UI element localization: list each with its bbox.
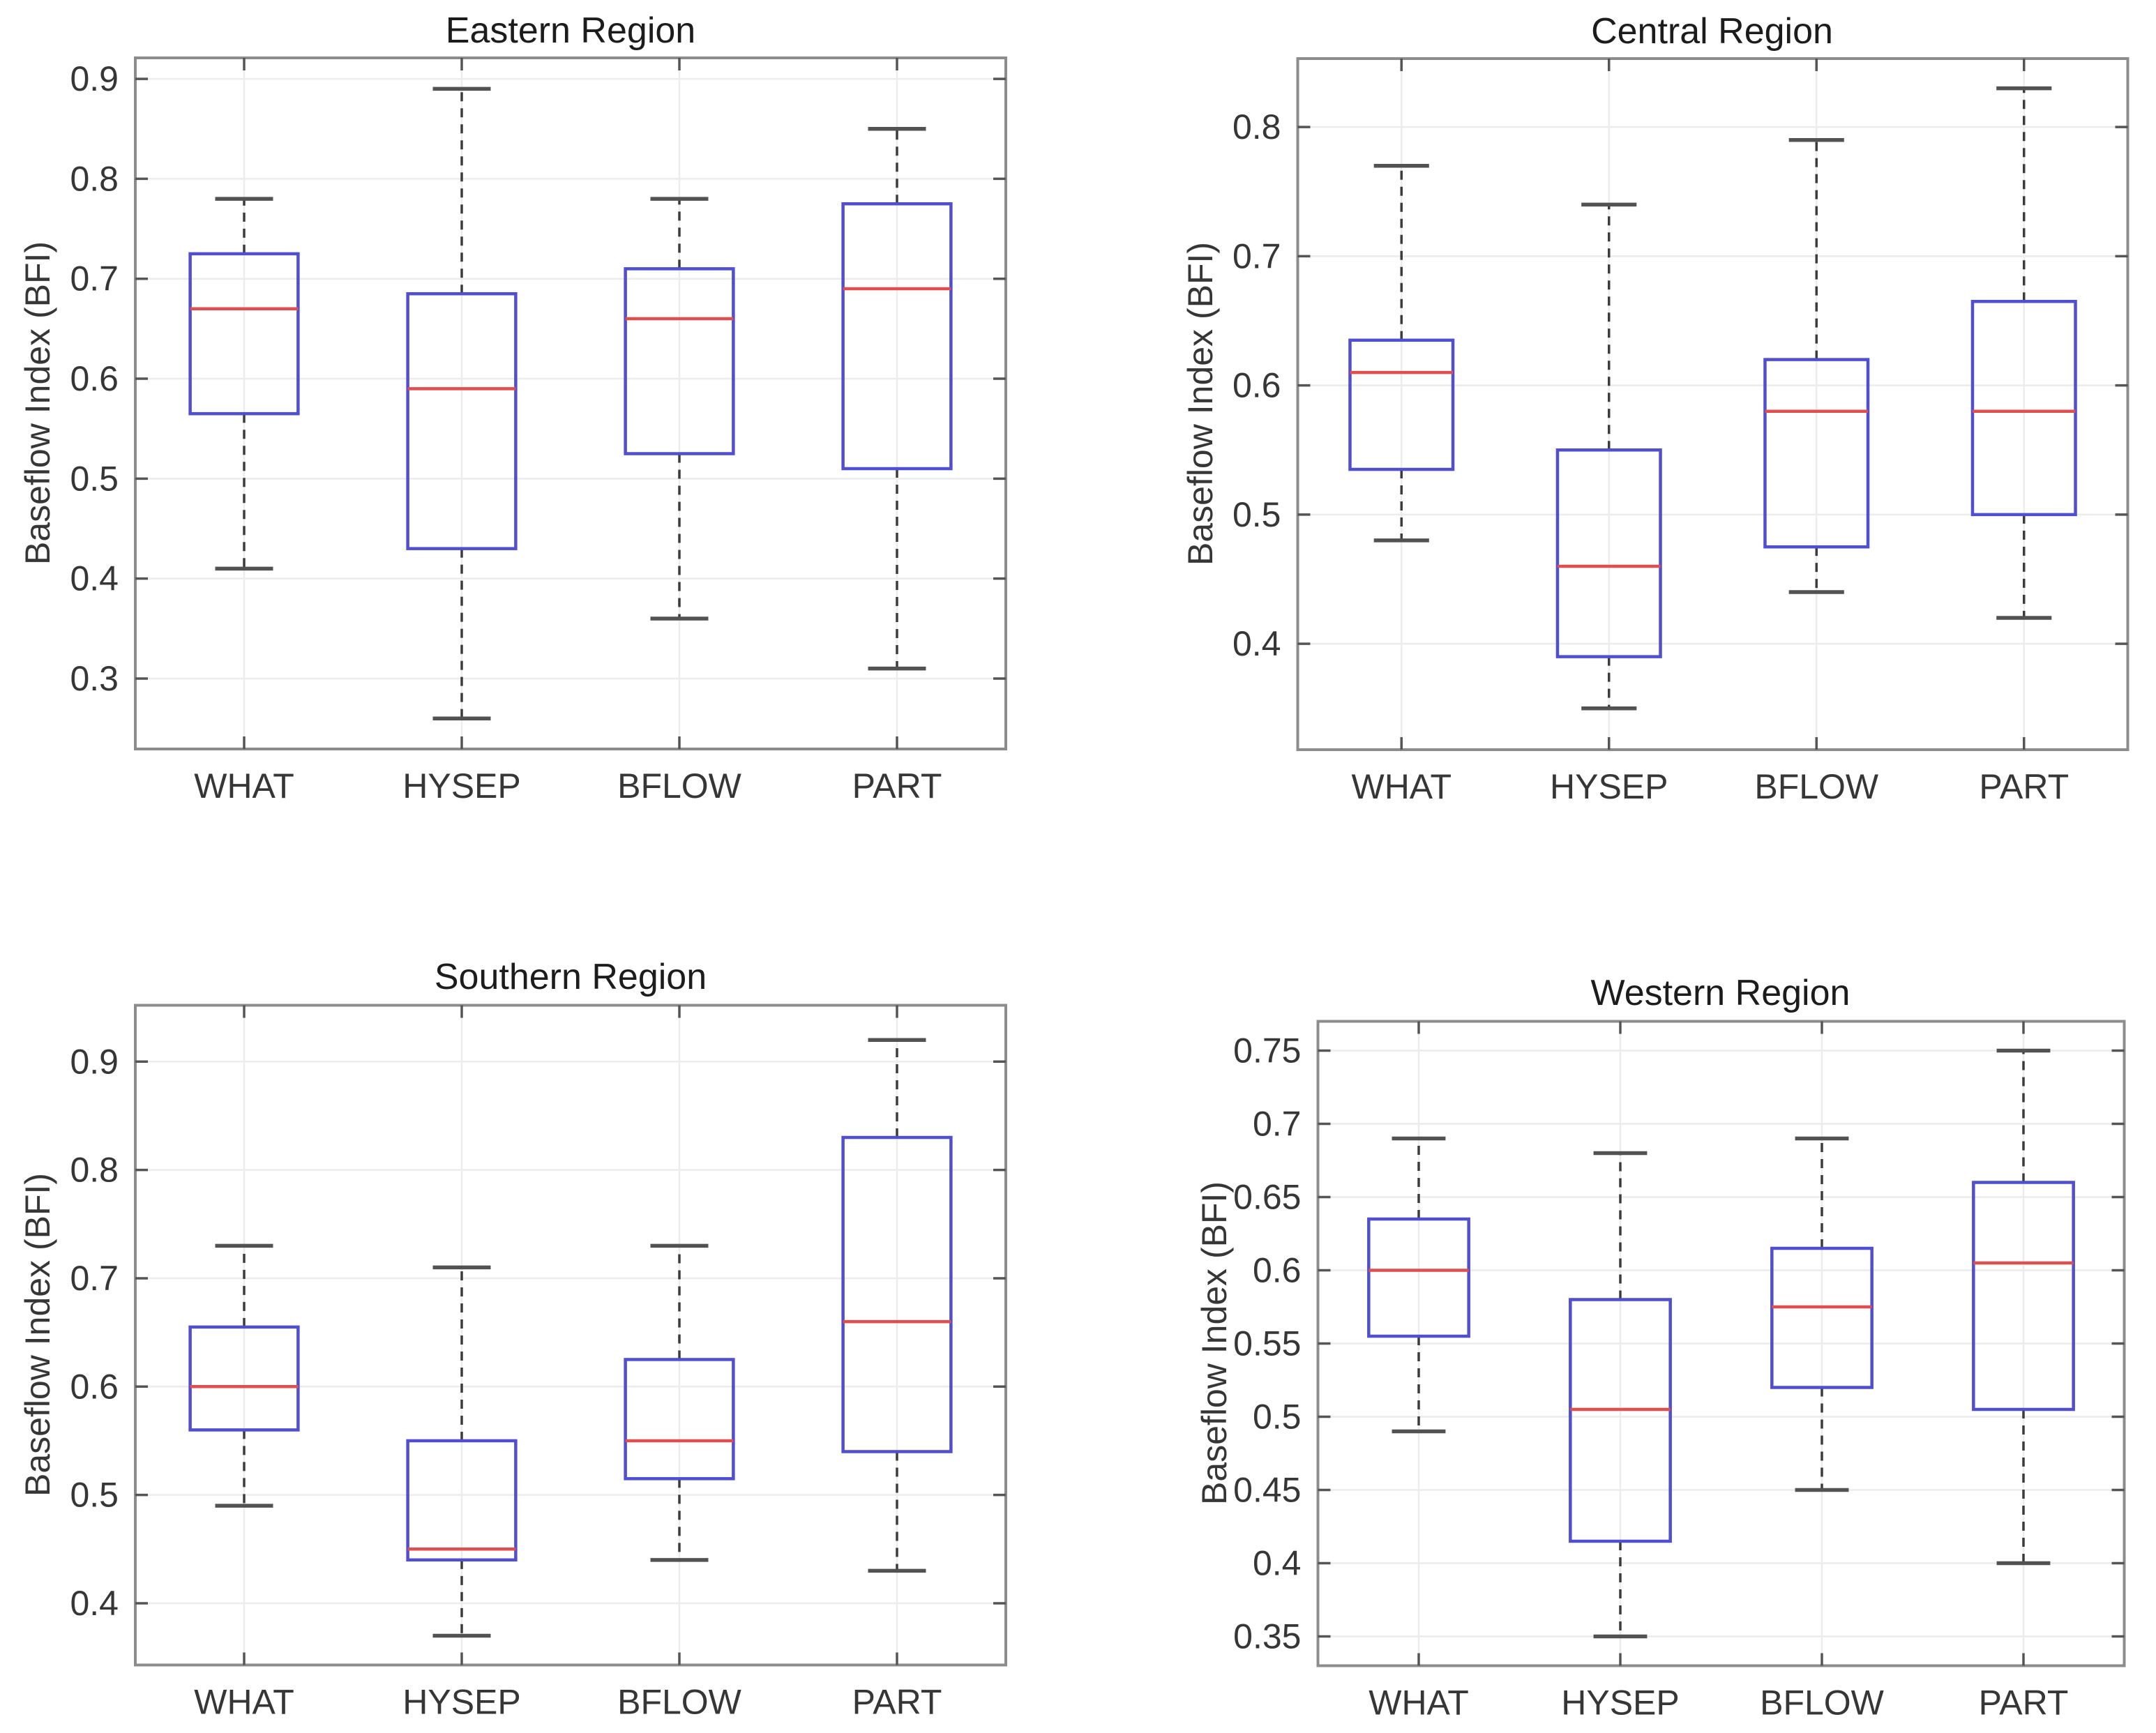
x-category-label: PART: [1979, 767, 2069, 806]
box-WHAT: [1348, 338, 1454, 471]
x-category-label: HYSEP: [1561, 1683, 1680, 1722]
boxplot-canvas-southern: 0.4 0.5 0.6 0.7 0.8 0.9 WHAT HYSEP BFLOW PART: [70, 1004, 1007, 1721]
y-tick-label: 0.4: [70, 559, 119, 598]
x-category-label: BFLOW: [1760, 1683, 1885, 1722]
y-tick-label: 0.8: [70, 1150, 119, 1189]
x-category-label: PART: [852, 1682, 942, 1721]
subplot-western-region: Western Region Baseflow Index (BFI) 0.35…: [1078, 867, 2156, 1733]
y-tick-label: 0.4: [1252, 1543, 1301, 1582]
x-category-label: PART: [852, 766, 942, 805]
box-HYSEP: [406, 1439, 518, 1561]
y-axis-label: Baseflow Index (BFI): [18, 241, 57, 566]
axis-frame: [1296, 57, 2129, 751]
box-WHAT: [1366, 1217, 1470, 1338]
axis-frame: [134, 1004, 1007, 1666]
boxplot-canvas-central: 0.4 0.5 0.6 0.7 0.8 WHAT HYSEP BFLOW PART: [1232, 57, 2129, 806]
x-category-label: PART: [1978, 1683, 2068, 1722]
box-PART: [1970, 299, 2077, 517]
subplot-central-region: Central Region Baseflow Index (BFI) 0.4 0…: [1078, 0, 2156, 867]
y-tick-label: 0.7: [1252, 1104, 1301, 1143]
y-tick-label: 0.7: [1232, 236, 1281, 275]
y-tick-label: 0.45: [1233, 1470, 1301, 1509]
y-tick-label: 0.4: [70, 1583, 119, 1622]
box-BFLOW: [1770, 1246, 1874, 1389]
y-tick-label: 0.4: [1232, 624, 1281, 663]
y-tick-label: 0.8: [1232, 107, 1281, 146]
subplot-eastern-region: Eastern Region Baseflow Index (BFI) 0.3 0…: [0, 0, 1078, 867]
chart-title: Eastern Region: [445, 10, 696, 51]
chart-title: Western Region: [1590, 972, 1850, 1013]
axis-frame: [134, 56, 1007, 750]
y-tick-label: 0.65: [1233, 1177, 1301, 1216]
y-tick-label: 0.35: [1233, 1617, 1301, 1656]
box-HYSEP: [406, 292, 518, 550]
box-BFLOW: [624, 1357, 735, 1481]
box-WHAT: [188, 252, 300, 416]
y-tick-label: 0.5: [1252, 1397, 1301, 1436]
x-category-label: BFLOW: [1754, 767, 1879, 806]
y-tick-label: 0.6: [1232, 366, 1281, 405]
box-WHAT: [188, 1325, 300, 1432]
y-tick-label: 0.3: [70, 659, 119, 698]
y-tick-label: 0.75: [1233, 1031, 1301, 1070]
y-axis-label: Baseflow Index (BFI): [1180, 241, 1220, 566]
y-tick-label: 0.6: [70, 1367, 119, 1406]
x-category-label: BFLOW: [617, 766, 742, 805]
box-PART: [1971, 1180, 2075, 1411]
box-PART: [841, 202, 953, 471]
y-tick-label: 0.6: [1252, 1250, 1301, 1289]
x-category-label: BFLOW: [617, 1682, 742, 1721]
x-category-label: WHAT: [1369, 1683, 1468, 1722]
y-axis-label: Baseflow Index (BFI): [1194, 1181, 1234, 1505]
box-BFLOW: [624, 267, 735, 455]
boxplot-canvas-eastern: 0.3 0.4 0.5 0.6 0.7 0.8 0.9 WHAT HYSEP BFLOW PART: [70, 56, 1007, 805]
box-HYSEP: [1555, 448, 1662, 658]
chart-title: Southern Region: [434, 956, 707, 997]
x-category-label: HYSEP: [402, 1682, 521, 1721]
y-axis-label: Baseflow Index (BFI): [18, 1172, 57, 1497]
x-category-label: WHAT: [1351, 767, 1451, 806]
y-tick-label: 0.5: [70, 459, 119, 498]
x-category-label: WHAT: [194, 766, 294, 805]
y-tick-label: 0.7: [70, 1258, 119, 1297]
y-tick-label: 0.9: [70, 59, 119, 98]
y-tick-label: 0.5: [70, 1475, 119, 1514]
box-HYSEP: [1568, 1297, 1672, 1543]
y-tick-label: 0.8: [70, 159, 119, 198]
x-category-label: HYSEP: [402, 766, 521, 805]
chart-title: Central Region: [1591, 11, 1833, 52]
y-tick-label: 0.7: [70, 259, 119, 298]
subplot-southern-region: Southern Region Baseflow Index (BFI) 0.4…: [0, 867, 1078, 1733]
y-tick-label: 0.55: [1233, 1324, 1301, 1363]
x-category-label: WHAT: [194, 1682, 294, 1721]
boxplot-canvas-western: 0.35 0.4 0.45 0.5 0.55 0.6 0.65 0.7 0.75 WHAT HYSE…: [1233, 1020, 2125, 1722]
box-PART: [841, 1135, 953, 1453]
y-tick-label: 0.5: [1232, 495, 1281, 534]
box-BFLOW: [1763, 358, 1869, 549]
y-tick-label: 0.6: [70, 359, 119, 398]
y-tick-label: 0.9: [70, 1042, 119, 1081]
x-category-label: HYSEP: [1549, 767, 1668, 806]
